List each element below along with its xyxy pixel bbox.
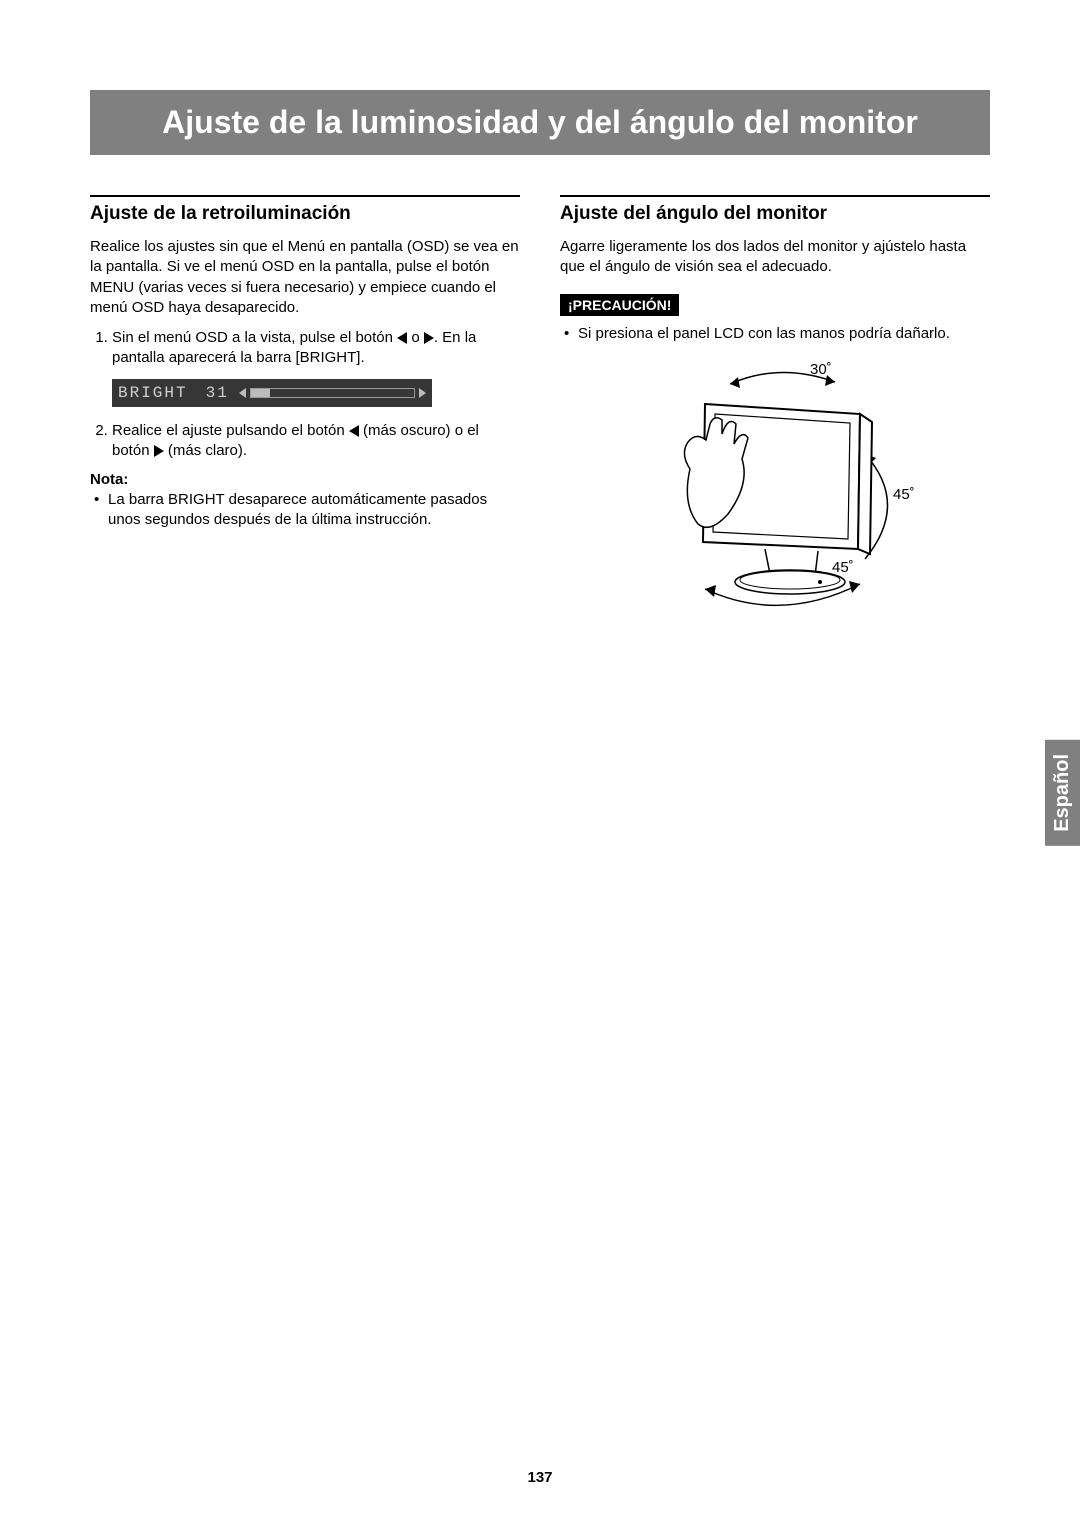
slider-right-icon xyxy=(419,388,426,398)
step2-text-c: (más claro). xyxy=(164,442,247,459)
left-heading: Ajuste de la retroiluminación xyxy=(90,195,520,225)
left-column: Ajuste de la retroiluminación Realice lo… xyxy=(90,195,520,639)
note-item: La barra BRIGHT desaparece automáticamen… xyxy=(90,490,520,531)
left-arrow-icon xyxy=(349,425,359,437)
right-arrow-icon xyxy=(154,445,164,457)
step1-text-a: Sin el menú OSD a la vista, pulse el bot… xyxy=(112,329,397,346)
monitor-svg: 30˚ 45˚ 45˚ xyxy=(610,354,940,634)
columns: Ajuste de la retroiluminación Realice lo… xyxy=(90,195,990,639)
caution-item: Si presiona el panel LCD con las manos p… xyxy=(560,324,990,344)
caution-badge: ¡PRECAUCIÓN! xyxy=(560,294,679,316)
slider-left-icon xyxy=(239,388,246,398)
step1-text-b: o xyxy=(407,329,424,346)
step-2: Realice el ajuste pulsando el botón (más… xyxy=(112,421,520,462)
angle-right-label: 45˚ xyxy=(893,486,915,503)
angle-top-label: 30˚ xyxy=(810,361,832,378)
step-1: Sin el menú OSD a la vista, pulse el bot… xyxy=(112,328,520,369)
caution-list: Si presiona el panel LCD con las manos p… xyxy=(560,324,990,344)
page-number: 137 xyxy=(0,1469,1080,1486)
right-arrow-icon xyxy=(424,332,434,344)
language-tab: Español xyxy=(1045,740,1080,846)
slider-track xyxy=(250,388,415,398)
manual-page: Ajuste de la luminosidad y del ángulo de… xyxy=(0,0,1080,1526)
bright-label: BRIGHT xyxy=(118,384,188,402)
bright-osd-bar: BRIGHT 31 xyxy=(112,379,432,407)
right-column: Ajuste del ángulo del monitor Agarre lig… xyxy=(560,195,990,639)
right-intro: Agarre ligeramente los dos lados del mon… xyxy=(560,237,990,278)
monitor-angle-diagram: 30˚ 45˚ 45˚ xyxy=(560,354,990,639)
slider-fill xyxy=(251,389,271,397)
steps-list-2: Realice el ajuste pulsando el botón (más… xyxy=(90,421,520,462)
bright-slider xyxy=(239,388,426,398)
right-heading: Ajuste del ángulo del monitor xyxy=(560,195,990,225)
bright-value: 31 xyxy=(206,384,229,402)
left-arrow-icon xyxy=(397,332,407,344)
steps-list: Sin el menú OSD a la vista, pulse el bot… xyxy=(90,328,520,369)
angle-bottom-label: 45˚ xyxy=(832,559,854,576)
left-intro: Realice los ajustes sin que el Menú en p… xyxy=(90,237,520,318)
page-title: Ajuste de la luminosidad y del ángulo de… xyxy=(90,90,990,155)
note-label: Nota: xyxy=(90,471,520,488)
note-list: La barra BRIGHT desaparece automáticamen… xyxy=(90,490,520,531)
step2-text-a: Realice el ajuste pulsando el botón xyxy=(112,422,349,439)
